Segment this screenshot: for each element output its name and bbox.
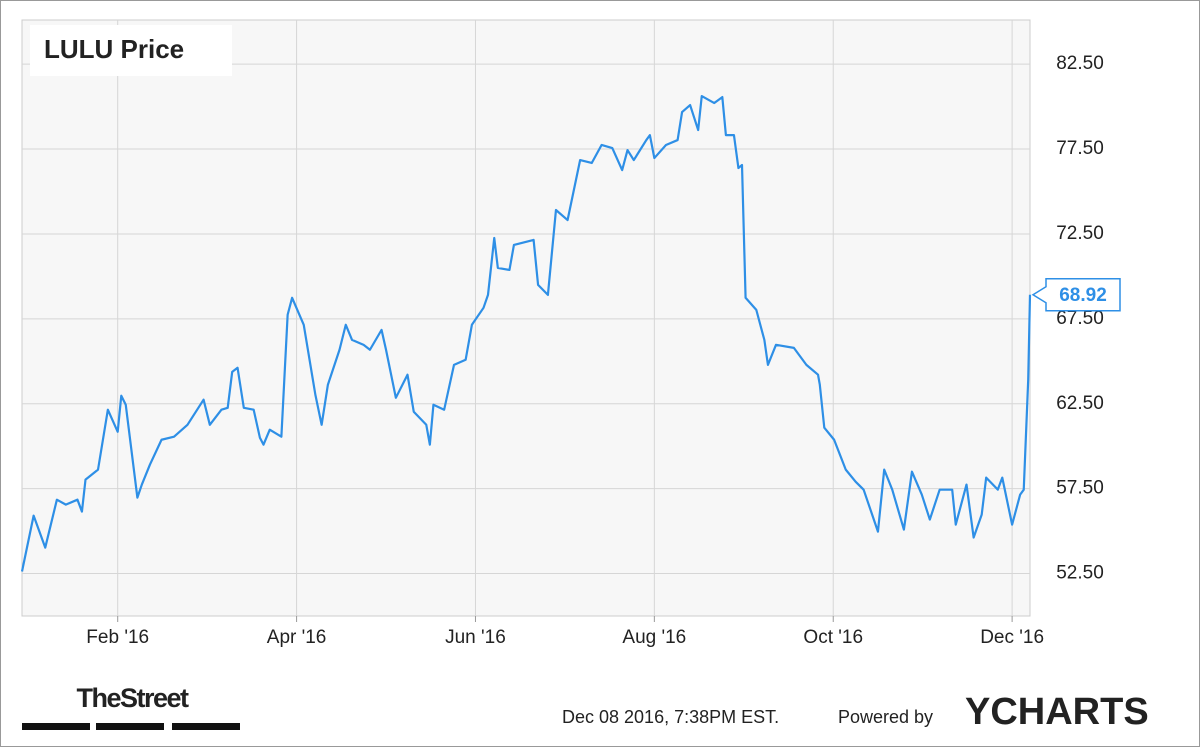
- y-tick-label: 77.50: [1056, 138, 1104, 159]
- logo-bar: [22, 723, 90, 730]
- x-tick-label: Oct '16: [803, 627, 863, 648]
- y-tick-label: 52.50: [1056, 563, 1104, 584]
- source-logo: TheStreet: [76, 683, 189, 713]
- y-tick-label: 67.50: [1056, 308, 1104, 329]
- powered-by: Powered by: [838, 707, 933, 727]
- x-tick-label: Jun '16: [445, 627, 506, 648]
- grid: [22, 20, 1030, 616]
- last-value-callout: [1031, 277, 1121, 312]
- last-value-label: 68.92: [1059, 285, 1107, 306]
- price-line: [20, 94, 1032, 572]
- y-tick-label: 57.50: [1056, 478, 1104, 499]
- x-tick-label: Feb '16: [86, 627, 149, 648]
- y-tick-label: 72.50: [1056, 223, 1104, 244]
- timestamp: Dec 08 2016, 7:38PM EST.: [562, 707, 779, 727]
- y-tick-label: 62.50: [1056, 393, 1104, 414]
- y-tick-label: 82.50: [1056, 53, 1104, 74]
- title-box: [30, 25, 232, 76]
- x-tick-label: Aug '16: [622, 627, 686, 648]
- x-tick-label: Dec '16: [980, 627, 1044, 648]
- brand-logo: YCHARTS: [965, 691, 1149, 733]
- logo-bar: [172, 723, 240, 730]
- logo-bar: [96, 723, 164, 730]
- x-tick-label: Apr '16: [267, 627, 327, 648]
- chart-title: LULU Price: [44, 34, 184, 64]
- plot-area: [21, 19, 1031, 617]
